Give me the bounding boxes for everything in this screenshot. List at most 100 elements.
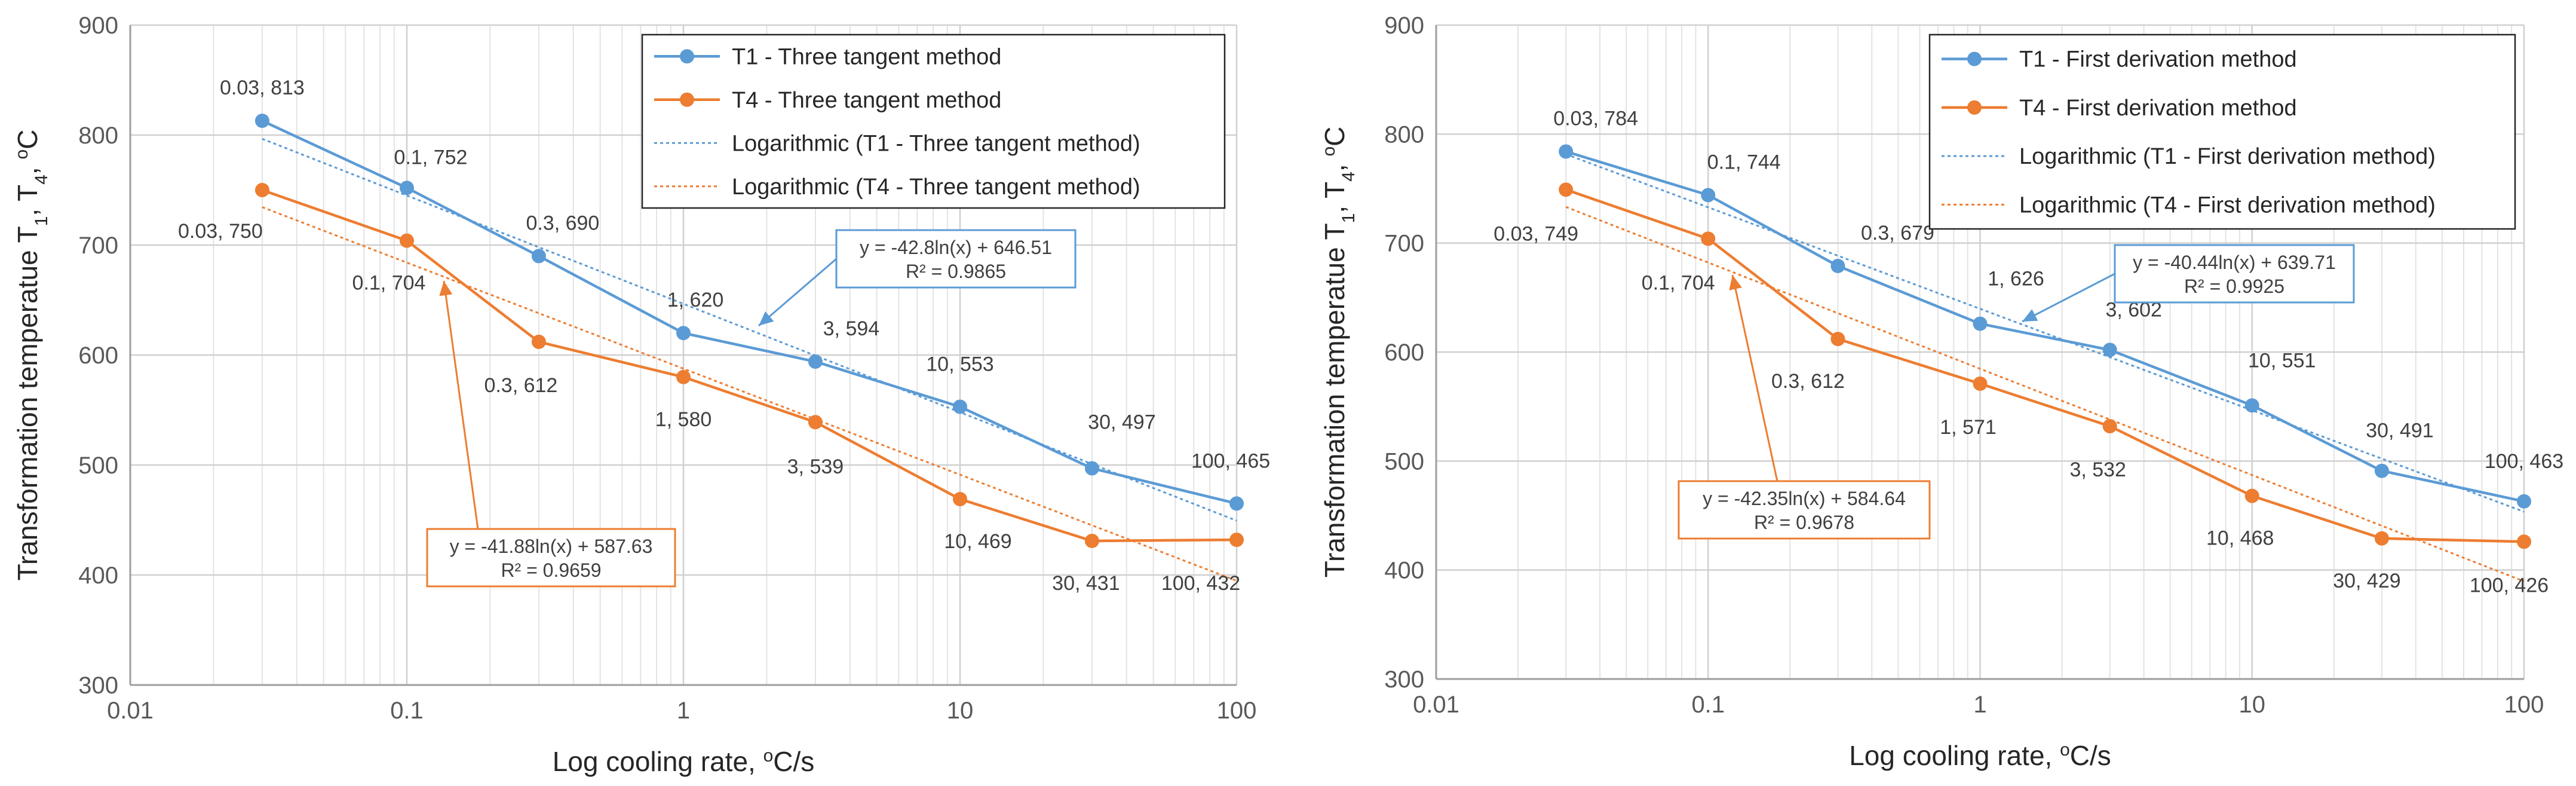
arrowhead	[1729, 275, 1742, 290]
legend-swatch-marker	[680, 92, 694, 107]
data-point	[2517, 494, 2531, 509]
equation-box-2: y = -42.35ln(x) + 584.64 R² = 0.9678	[1678, 274, 1931, 540]
y-axis-title-part: , T	[12, 185, 43, 216]
data-point	[676, 369, 691, 384]
x-axis-title-text: Log cooling rate,	[1849, 740, 2060, 771]
data-point	[2102, 342, 2117, 357]
data-point	[1830, 332, 1845, 347]
equation-text: y = -41.88ln(x) + 587.63	[450, 536, 653, 557]
series-2: 0.03, 749 0.1, 704 0.3, 612 1, 571 3, 532 10,…	[1494, 182, 2549, 597]
legend-label: T1 - Three tangent method	[732, 44, 1001, 69]
legend-label: Logarithmic (T1 - Three tangent method)	[732, 131, 1140, 156]
x-axis-title-sup: o	[2060, 740, 2070, 760]
equation-text: y = -42.8ln(x) + 646.51	[860, 237, 1052, 258]
data-label: 0.03, 813	[220, 77, 305, 99]
x-axis-title: Log cooling rate, oC/s	[553, 746, 815, 778]
data-label: 0.3, 679	[1861, 222, 1934, 244]
legend-label: T4 - Three tangent method	[732, 88, 1001, 113]
series-line	[1565, 150, 2525, 503]
data-point	[1229, 533, 1244, 548]
data-label: 1, 626	[1988, 268, 2044, 290]
y-tick-label: 800	[1384, 121, 1424, 148]
data-label: 100, 426	[2470, 574, 2549, 597]
x-tick-label: 10	[947, 698, 974, 724]
data-label: 0.1, 704	[352, 272, 426, 295]
data-label: 0.3, 612	[1771, 370, 1845, 393]
equation-frame	[835, 229, 1077, 289]
data-point	[2244, 488, 2259, 503]
data-point	[1559, 144, 1574, 159]
data-point	[400, 233, 414, 248]
r-squared-text: R² = 0.9659	[501, 559, 601, 581]
data-label: 100, 432	[1161, 572, 1240, 595]
data-point	[2102, 418, 2117, 433]
trendline-2	[1565, 206, 2525, 582]
data-point	[400, 181, 414, 195]
trendline-2	[262, 206, 1237, 582]
data-point	[1559, 182, 1574, 197]
x-tick-label: 0.01	[107, 698, 154, 724]
equation-arrow	[1731, 274, 1778, 482]
y-tick-label: 700	[1384, 231, 1424, 257]
y-tick-label: 600	[1384, 340, 1424, 366]
x-axis-title-unit: C/s	[773, 746, 814, 777]
chart-panel-2: 0.01 0.1 1 10 100 300 400 500 600 700 800 900 Log co…	[1319, 13, 2564, 771]
arrowhead	[2022, 309, 2038, 322]
legend-label: T1 - First derivation method	[2019, 47, 2297, 72]
equation-box-1: y = -42.8ln(x) + 646.51 R² = 0.9865	[758, 229, 1077, 327]
y-tick-label: 600	[78, 342, 118, 369]
y-axis-title-part: o	[12, 149, 32, 160]
equation-arrow	[2022, 273, 2115, 323]
x-tick-label: 1	[677, 698, 690, 724]
legend-item: Logarithmic (T4 - Three tangent method)	[654, 175, 1140, 200]
data-label: 30, 491	[2366, 420, 2433, 442]
series-line	[1565, 188, 2525, 543]
y-tick-label: 500	[1384, 448, 1424, 475]
x-axis-title-text: Log cooling rate,	[553, 746, 763, 777]
equation-text: y = -42.35ln(x) + 584.64	[1703, 488, 1906, 509]
data-label: 1, 620	[667, 289, 724, 311]
data-point	[531, 334, 546, 349]
legend-swatch-marker	[1967, 51, 1982, 66]
y-tick-label: 500	[78, 452, 118, 479]
y-axis-title-part: C	[1319, 127, 1350, 146]
legend-item: T1 - Three tangent method	[654, 44, 1001, 69]
y-tick-label: 300	[78, 672, 118, 699]
r-squared-text: R² = 0.9865	[906, 261, 1006, 282]
legend-item: T4 - Three tangent method	[654, 88, 1001, 113]
equation-frame	[2114, 244, 2355, 304]
data-label: 10, 469	[944, 530, 1011, 553]
legend: T1 - Three tangent method T4 - Three tang…	[641, 33, 1226, 209]
legend-swatch-marker	[1967, 100, 1982, 115]
series-2: 0.03, 750 0.1, 704 0.3, 612 1, 580 3, 539 10,…	[178, 183, 1244, 595]
data-label: 1, 571	[1940, 416, 1997, 439]
y-tick-label: 400	[1384, 558, 1424, 584]
data-label: 10, 468	[2206, 527, 2274, 550]
legend-item: T1 - First derivation method	[1942, 47, 2297, 72]
data-label: 30, 431	[1052, 572, 1120, 595]
data-point	[254, 183, 269, 197]
arrowhead	[439, 281, 453, 296]
data-label: 0.03, 750	[178, 220, 263, 243]
data-label: 0.03, 784	[1553, 108, 1638, 130]
y-axis-title-part: 4	[32, 175, 51, 185]
data-point	[1229, 496, 1244, 511]
legend-label: Logarithmic (T4 - Three tangent method)	[732, 175, 1140, 200]
data-label: 0.03, 749	[1494, 222, 1578, 245]
data-point	[1973, 376, 1988, 391]
data-label: 30, 429	[2333, 570, 2400, 592]
equation-arrow	[443, 280, 479, 530]
series-1: 0.03, 813 0.1, 752 0.3, 690 1, 620 3, 594 10,…	[220, 77, 1270, 511]
y-axis-title-part: C	[12, 130, 43, 149]
y-axis-title-part: , T	[1319, 182, 1350, 213]
y-axis-title: Transformation temperatue T1, T4, oC	[12, 130, 51, 581]
legend-item: Logarithmic (T1 - Three tangent method)	[654, 131, 1140, 156]
y-axis-title-part: Transformation temperatue T	[12, 226, 43, 580]
data-label: 10, 551	[2248, 349, 2316, 372]
data-point	[254, 114, 269, 129]
equation-frame	[426, 528, 676, 588]
data-point	[1084, 461, 1099, 476]
data-label: 3, 539	[787, 455, 844, 478]
